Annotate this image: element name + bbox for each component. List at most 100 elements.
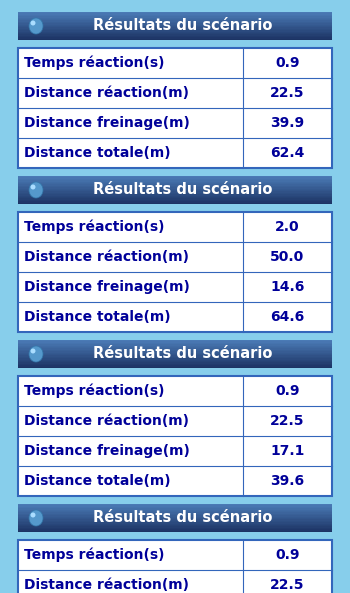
Text: 0.9: 0.9 xyxy=(275,56,300,70)
Bar xyxy=(18,346,332,347)
Text: 22.5: 22.5 xyxy=(270,86,304,100)
Bar xyxy=(18,193,332,194)
Bar xyxy=(18,190,332,192)
Text: Temps réaction(s): Temps réaction(s) xyxy=(24,56,164,70)
Bar xyxy=(18,200,332,201)
Text: Distance freinage(m): Distance freinage(m) xyxy=(24,444,190,458)
Text: Temps réaction(s): Temps réaction(s) xyxy=(24,548,164,562)
Bar xyxy=(18,528,332,529)
Bar xyxy=(18,340,332,342)
Bar xyxy=(18,524,332,525)
Bar xyxy=(18,18,332,19)
Ellipse shape xyxy=(30,21,35,25)
Text: 39.6: 39.6 xyxy=(270,474,304,488)
Bar xyxy=(18,177,332,179)
Bar xyxy=(18,344,332,346)
Bar xyxy=(18,187,332,189)
Bar xyxy=(18,26,332,27)
Text: Distance totale(m): Distance totale(m) xyxy=(24,146,171,160)
Bar xyxy=(18,512,332,514)
Text: 22.5: 22.5 xyxy=(270,414,304,428)
Bar xyxy=(18,29,332,30)
Bar xyxy=(18,351,332,353)
Bar xyxy=(18,181,332,183)
Text: 64.6: 64.6 xyxy=(270,310,304,324)
Text: Distance totale(m): Distance totale(m) xyxy=(24,474,171,488)
Bar xyxy=(18,509,332,511)
Bar xyxy=(18,531,332,532)
Text: Temps réaction(s): Temps réaction(s) xyxy=(24,384,164,398)
Bar xyxy=(18,199,332,200)
Bar xyxy=(18,19,332,20)
Bar xyxy=(18,357,332,358)
Ellipse shape xyxy=(29,18,43,34)
Text: Distance réaction(m): Distance réaction(m) xyxy=(24,578,189,592)
Bar xyxy=(18,355,332,357)
Bar xyxy=(18,212,332,332)
Bar xyxy=(18,189,332,190)
Bar xyxy=(18,23,332,24)
Text: Résultats du scénario: Résultats du scénario xyxy=(93,511,273,525)
Ellipse shape xyxy=(29,510,43,526)
Ellipse shape xyxy=(30,512,35,518)
Bar xyxy=(18,196,332,197)
Bar xyxy=(18,515,332,517)
Bar xyxy=(18,48,332,168)
Ellipse shape xyxy=(30,349,35,353)
Bar xyxy=(18,522,332,524)
Bar xyxy=(18,354,332,355)
Text: 22.5: 22.5 xyxy=(270,578,304,592)
Text: Résultats du scénario: Résultats du scénario xyxy=(93,346,273,362)
Bar xyxy=(18,376,332,496)
Bar xyxy=(18,514,332,515)
Bar xyxy=(18,365,332,366)
Bar xyxy=(18,521,332,522)
Bar xyxy=(18,37,332,39)
Ellipse shape xyxy=(29,346,43,362)
Text: Distance totale(m): Distance totale(m) xyxy=(24,310,171,324)
Text: 0.9: 0.9 xyxy=(275,384,300,398)
Bar xyxy=(18,504,332,505)
Bar xyxy=(18,20,332,22)
Bar xyxy=(18,358,332,359)
Bar xyxy=(18,30,332,31)
Bar xyxy=(18,27,332,29)
Bar xyxy=(18,527,332,528)
Bar xyxy=(18,519,332,521)
Bar xyxy=(18,33,332,34)
Bar xyxy=(18,180,332,181)
Bar xyxy=(18,507,332,508)
Text: 0.9: 0.9 xyxy=(275,548,300,562)
Bar xyxy=(18,22,332,23)
Bar xyxy=(18,184,332,186)
Text: 17.1: 17.1 xyxy=(270,444,304,458)
Bar xyxy=(18,197,332,199)
Bar xyxy=(18,508,332,509)
Text: Distance réaction(m): Distance réaction(m) xyxy=(24,414,189,428)
Bar xyxy=(18,517,332,518)
Bar xyxy=(18,540,332,593)
Bar xyxy=(18,353,332,354)
Bar xyxy=(18,179,332,180)
Text: Distance réaction(m): Distance réaction(m) xyxy=(24,86,189,100)
Bar xyxy=(18,362,332,364)
Bar xyxy=(18,350,332,351)
Bar xyxy=(18,359,332,361)
Bar xyxy=(18,347,332,349)
Bar xyxy=(18,364,332,365)
Bar xyxy=(18,192,332,193)
Bar xyxy=(18,366,332,368)
Bar xyxy=(18,194,332,196)
Text: Distance freinage(m): Distance freinage(m) xyxy=(24,116,190,130)
Bar xyxy=(18,14,332,15)
Bar xyxy=(18,183,332,184)
Bar xyxy=(18,343,332,344)
Bar xyxy=(18,15,332,16)
Bar xyxy=(18,16,332,18)
Text: 14.6: 14.6 xyxy=(270,280,304,294)
Text: Résultats du scénario: Résultats du scénario xyxy=(93,18,273,33)
Text: Temps réaction(s): Temps réaction(s) xyxy=(24,220,164,234)
Bar xyxy=(18,24,332,26)
Text: Distance freinage(m): Distance freinage(m) xyxy=(24,280,190,294)
Text: 50.0: 50.0 xyxy=(270,250,304,264)
